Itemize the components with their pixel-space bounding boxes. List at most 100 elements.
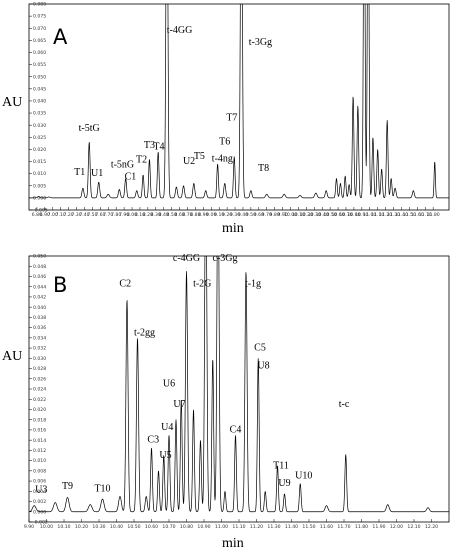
peak-label: U4 [161, 422, 173, 433]
x-tick-label: 8.40 [159, 212, 169, 218]
peak-label: U3 [35, 484, 47, 495]
peak-label: U7 [173, 399, 185, 410]
panel-b-frame [28, 255, 450, 523]
x-tick-label: 12.20 [425, 524, 438, 530]
peak-label: C3 [147, 435, 159, 446]
x-tick-label: 10.10 [292, 212, 305, 218]
x-tick-label: 12.10 [407, 524, 420, 530]
y-tick-label: 0.048 [33, 264, 46, 270]
panel-b-xlabel: min [222, 536, 244, 550]
x-tick-label: 11.70 [337, 524, 350, 530]
peak-label: U1 [91, 168, 103, 179]
x-tick-label: 7.10 [56, 212, 66, 218]
x-tick-label: 10.80 [180, 524, 193, 530]
x-tick-label: 6.80 [32, 212, 42, 218]
x-tick-label: 9.50 [246, 212, 256, 218]
peak-label: T6 [219, 137, 230, 148]
y-tick-label: -0.005 [33, 208, 48, 214]
x-tick-label: 10.90 [197, 524, 210, 530]
peak-label: t-2gg [134, 327, 155, 338]
x-tick-label: 10.20 [300, 212, 313, 218]
y-tick-label: 0.012 [33, 448, 46, 454]
y-tick-label: 0.044 [33, 284, 46, 290]
peak-label: U8 [257, 361, 269, 372]
x-tick-label: 11.10 [232, 524, 245, 530]
x-tick-label: 10.70 [162, 524, 175, 530]
y-tick-label: 0.015 [33, 159, 46, 165]
x-tick-label: 9.90 [277, 212, 287, 218]
x-tick-label: 10.00 [284, 212, 297, 218]
peak-label: T9 [62, 481, 73, 492]
x-tick-label: 10.80 [347, 212, 360, 218]
y-tick-label: 0.036 [33, 325, 46, 331]
y-tick-label: 0.055 [33, 62, 46, 68]
peak-label: C5 [254, 343, 266, 354]
x-tick-label: 8.30 [151, 212, 161, 218]
peak-label: T2 [136, 155, 147, 166]
y-tick-label: 0.035 [33, 111, 46, 117]
y-tick-label: 0.005 [33, 183, 46, 189]
x-tick-label: 8.00 [127, 212, 137, 218]
y-tick-label: 0.040 [33, 99, 46, 105]
x-tick-label: 10.10 [57, 524, 70, 530]
peak-label: t-4ng [212, 154, 233, 165]
x-tick-label: 7.20 [64, 212, 74, 218]
x-tick-label: 10.40 [316, 212, 329, 218]
x-tick-label: 10.40 [110, 524, 123, 530]
y-tick-label: 0.040 [33, 305, 46, 311]
x-tick-label: 8.90 [198, 212, 208, 218]
x-tick-label: 7.80 [111, 212, 121, 218]
panel-b-letter: B [53, 273, 67, 297]
peak-label: T5 [194, 151, 205, 162]
x-tick-label: 11.60 [411, 212, 424, 218]
x-tick-label: 10.90 [355, 212, 368, 218]
y-tick-label: 0.024 [33, 387, 46, 393]
x-tick-label: 10.50 [127, 524, 140, 530]
x-tick-label: 9.70 [262, 212, 272, 218]
y-tick-label: 0.010 [33, 458, 46, 464]
x-tick-label: 10.00 [40, 524, 53, 530]
y-tick-label: 0.050 [33, 254, 46, 260]
peak-label: T10 [94, 483, 110, 494]
x-tick-label: 10.50 [324, 212, 337, 218]
x-tick-label: 8.70 [182, 212, 192, 218]
panel-a-xlabel: min [222, 221, 244, 236]
x-tick-label: 7.50 [87, 212, 97, 218]
y-tick-label: 0.034 [33, 335, 46, 341]
x-tick-label: 10.30 [92, 524, 105, 530]
peak-label: t-2G [193, 279, 211, 290]
y-tick-label: 0.000 [33, 509, 46, 515]
y-tick-label: 0.030 [33, 123, 46, 129]
x-tick-label: 9.20 [222, 212, 232, 218]
x-tick-label: 11.50 [302, 524, 315, 530]
peak-label: U10 [295, 471, 312, 482]
chromatogram-trace [29, 4, 449, 199]
x-tick-label: 11.10 [371, 212, 384, 218]
peak-label: c-3Gg [213, 253, 238, 264]
y-tick-label: 0.000 [33, 195, 46, 201]
x-tick-label: 9.60 [254, 212, 264, 218]
x-tick-label: 11.70 [419, 212, 432, 218]
y-tick-label: 0.042 [33, 295, 46, 301]
x-tick-label: 7.90 [119, 212, 129, 218]
y-tick-label: 0.004 [33, 489, 46, 495]
peak-label: C2 [119, 279, 131, 290]
peak-label: T1 [74, 167, 85, 178]
peak-label: U2 [183, 156, 195, 167]
y-tick-label: 0.080 [33, 2, 46, 8]
x-tick-label: 9.00 [206, 212, 216, 218]
y-tick-label: 0.006 [33, 479, 46, 485]
peak-label: C1 [125, 172, 137, 183]
x-tick-label: 11.80 [355, 524, 368, 530]
peak-label: U9 [278, 478, 290, 489]
x-tick-label: 11.00 [215, 524, 228, 530]
x-tick-label: 11.40 [285, 524, 298, 530]
peak-label: T3 [144, 140, 155, 151]
y-tick-label: 0.050 [33, 74, 46, 80]
x-tick-label: 10.30 [308, 212, 321, 218]
x-tick-label: 9.90 [24, 524, 34, 530]
x-tick-label: 7.30 [71, 212, 81, 218]
x-tick-label: 8.60 [174, 212, 184, 218]
y-tick-label: 0.020 [33, 407, 46, 413]
chromatogram-trace [29, 256, 449, 513]
